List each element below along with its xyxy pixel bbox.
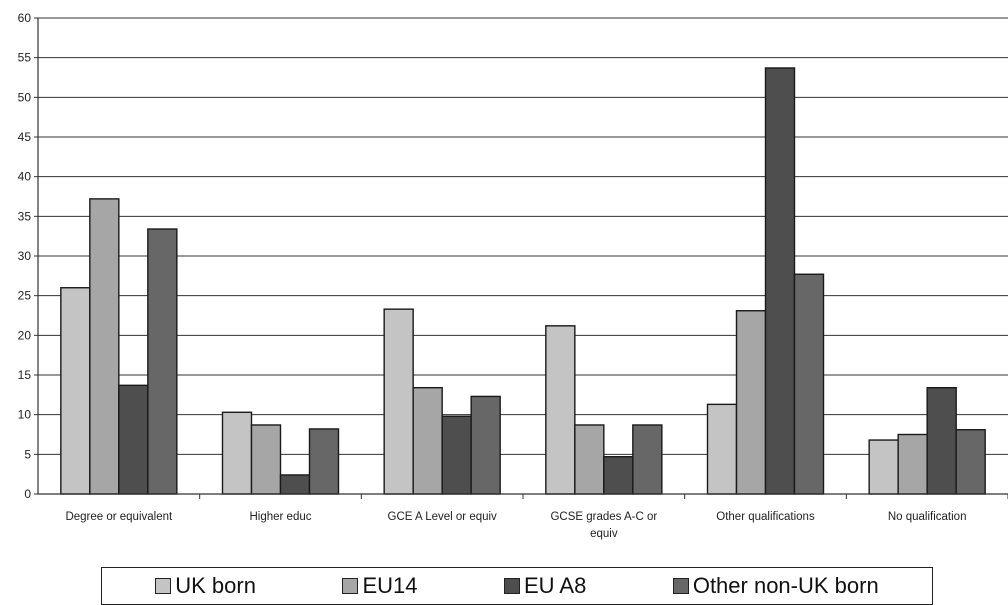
bar [279,474,311,495]
legend-label-eu14: EU14 [362,573,418,598]
y-tick-label: 30 [18,249,32,263]
bar [118,384,149,495]
x-category-label: GCE A Level or equiv [388,511,498,523]
bar [764,67,796,495]
bar [89,198,120,495]
legend-swatch-eu14 [342,578,359,594]
x-category-label: No qualification [888,511,967,523]
y-tick-label: 0 [24,487,31,501]
bar [308,428,340,495]
bar [793,273,825,495]
y-tick-label: 10 [18,408,32,422]
bar [897,433,928,495]
bar [383,308,414,495]
y-tick-label: 45 [18,130,32,144]
bar [574,424,605,495]
y-tick-labels: 0 5 10 15 20 25 30 35 40 45 50 55 60 [18,11,32,501]
x-category-label: GCSE grades A-C or equiv [550,511,657,540]
bar [926,386,957,495]
legend-item-uk-born: UK born [155,573,256,599]
bar [955,429,986,495]
bar [632,424,663,495]
x-category-label: Degree or equivalent [65,511,173,523]
bar [147,228,178,495]
y-tick-label: 25 [18,289,32,303]
bar [603,456,634,495]
bar [412,386,443,495]
axes [34,17,1008,499]
x-category-label: Higher educ [249,511,311,523]
x-category-labels: Degree or equivalent Higher educ GCE A Lev… [65,511,966,540]
legend: UK born EU14 EU A8 Other non-UK born [101,567,933,605]
x-category-label: Other qualifications [716,511,815,523]
bar [706,403,738,495]
y-tick-label: 20 [18,328,32,342]
legend-item-eu14: EU14 [342,573,417,599]
bar [545,325,576,495]
legend-label-other-non-uk-born: Other non-UK born [692,573,879,598]
bars [60,67,986,495]
gridlines [38,17,1008,455]
legend-swatch-uk-born [155,578,172,594]
bar [868,439,899,495]
bar [60,287,91,495]
bar-chart: 0 5 10 15 20 25 30 35 40 45 50 55 60 Degree or equiv… [18,11,1008,540]
y-tick-label: 35 [18,209,32,223]
y-tick-label: 60 [18,11,32,25]
y-tick-label: 40 [18,170,32,184]
legend-swatch-other-non-uk-born [672,578,689,594]
y-tick-label: 50 [18,90,32,104]
legend-swatch-eu-a8 [503,578,520,594]
bar [441,415,472,495]
legend-label-uk-born: UK born [175,573,256,598]
legend-label-eu-a8: EU A8 [523,573,587,598]
bar [735,310,767,495]
bar [470,395,501,495]
legend-item-eu-a8: EU A8 [503,573,587,599]
bar [221,411,253,495]
legend-item-other-non-uk-born: Other non-UK born [672,573,879,599]
bar [250,424,282,495]
y-tick-label: 5 [24,447,31,461]
y-tick-label: 55 [18,51,32,65]
y-tick-label: 15 [18,368,32,382]
